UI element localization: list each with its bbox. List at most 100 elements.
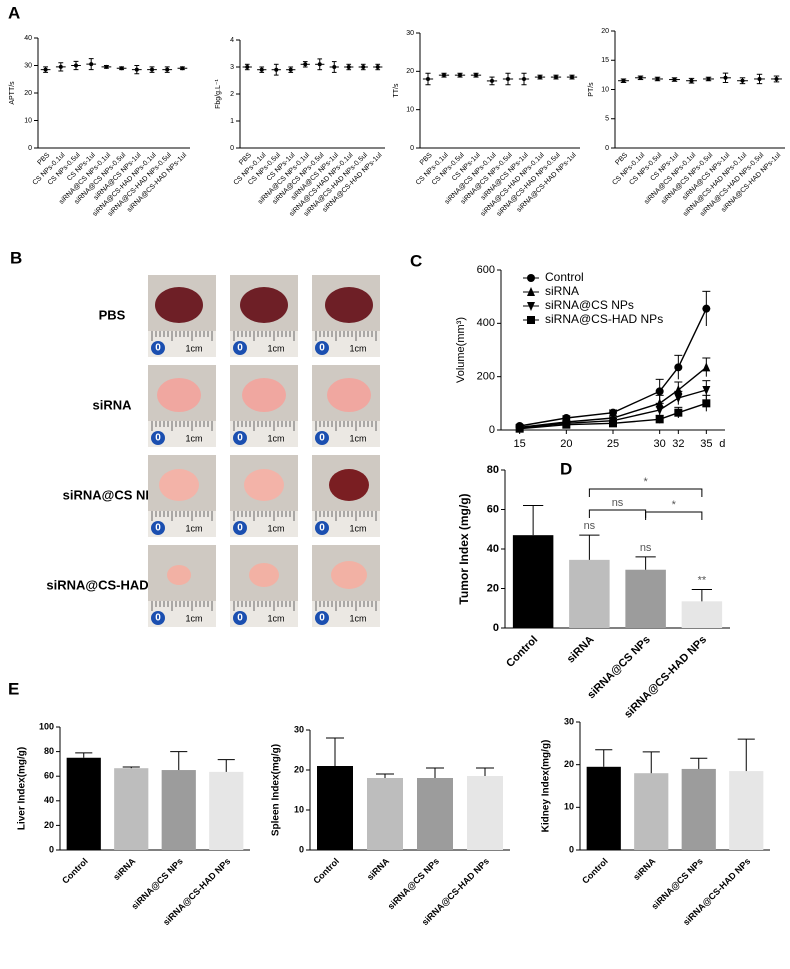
ruler-badge bbox=[233, 611, 247, 625]
legend-label: siRNA bbox=[545, 284, 579, 298]
x-tick-label: Control bbox=[60, 856, 90, 886]
ruler-badge bbox=[233, 341, 247, 355]
legend-label: siRNA@CS-HAD NPs bbox=[545, 312, 663, 326]
legend-label: Control bbox=[545, 270, 584, 284]
ruler-unit: 1cm bbox=[185, 433, 202, 443]
ruler-zero: 0 bbox=[237, 343, 243, 354]
significance-label: * bbox=[643, 476, 648, 488]
y-tick-label: 20 bbox=[564, 759, 574, 769]
marker bbox=[674, 408, 683, 417]
ruler-unit: 1cm bbox=[185, 613, 202, 623]
y-tick-label: 20 bbox=[294, 764, 304, 774]
ruler-zero: 0 bbox=[319, 343, 325, 354]
ruler-unit: 1cm bbox=[267, 433, 284, 443]
legend-marker bbox=[527, 287, 535, 296]
ruler-zero: 0 bbox=[319, 613, 325, 624]
x-tick-label: Control bbox=[311, 856, 341, 886]
y-tick-label: 100 bbox=[39, 721, 54, 731]
x-tick-label: 35 bbox=[700, 438, 712, 450]
tumor bbox=[244, 469, 284, 501]
panel-label: D bbox=[560, 459, 572, 478]
y-tick-label: 4 bbox=[230, 37, 234, 44]
y-axis-title: Liver Index(mg/g) bbox=[17, 747, 28, 830]
y-tick-label: 400 bbox=[477, 317, 495, 329]
ruler-unit: 1cm bbox=[267, 613, 284, 623]
bar bbox=[681, 768, 716, 850]
x-tick-label: siRNA bbox=[111, 856, 138, 883]
tumor bbox=[329, 469, 369, 501]
y-tick-label: 0 bbox=[49, 844, 54, 854]
tumor bbox=[159, 469, 199, 501]
panel-label: C bbox=[410, 251, 422, 270]
marker bbox=[515, 424, 524, 433]
marker bbox=[674, 394, 683, 403]
ruler-zero: 0 bbox=[155, 523, 161, 534]
x-tick-label: 32 bbox=[672, 438, 684, 450]
ruler-badge bbox=[151, 431, 165, 445]
bar bbox=[367, 778, 403, 850]
tumor bbox=[327, 378, 371, 412]
marker bbox=[609, 408, 617, 417]
ruler-badge bbox=[151, 341, 165, 355]
x-tick-label: Control bbox=[580, 856, 610, 886]
ruler-zero: 0 bbox=[319, 433, 325, 444]
y-tick-label: 60 bbox=[44, 771, 54, 781]
y-axis-title: TT/s bbox=[393, 83, 400, 97]
significance-label: ns bbox=[640, 542, 652, 554]
y-tick-label: 80 bbox=[487, 464, 499, 476]
y-tick-label: 40 bbox=[44, 795, 54, 805]
y-tick-label: 10 bbox=[601, 86, 609, 93]
ruler-badge bbox=[315, 521, 329, 535]
legend-marker bbox=[527, 302, 535, 311]
y-tick-label: 0 bbox=[410, 145, 414, 152]
ruler-zero: 0 bbox=[237, 613, 243, 624]
ruler-badge bbox=[315, 341, 329, 355]
bar bbox=[625, 569, 666, 628]
y-tick-label: 20 bbox=[24, 90, 32, 97]
ruler-unit: 1cm bbox=[349, 433, 366, 443]
bar bbox=[114, 768, 149, 850]
bar bbox=[512, 535, 554, 628]
row-label: PBS bbox=[99, 307, 126, 322]
ruler-zero: 0 bbox=[155, 613, 161, 624]
x-tick-label: siRNA bbox=[365, 856, 392, 883]
y-tick-label: 3 bbox=[230, 64, 234, 71]
y-axis-title: Volume(mm³) bbox=[455, 317, 467, 383]
x-tick-label: siRNA@CS NPs bbox=[649, 856, 704, 911]
ruler-unit: 1cm bbox=[185, 343, 202, 353]
y-tick-label: 30 bbox=[24, 62, 32, 69]
ruler-zero: 0 bbox=[319, 523, 325, 534]
significance-bracket bbox=[588, 488, 703, 497]
bar bbox=[634, 773, 669, 850]
y-tick-label: 1 bbox=[230, 118, 234, 125]
ruler-unit: 1cm bbox=[349, 523, 366, 533]
tumor bbox=[155, 287, 203, 323]
ruler-badge bbox=[151, 521, 165, 535]
y-tick-label: 40 bbox=[24, 35, 32, 42]
ruler-badge bbox=[233, 521, 247, 535]
y-axis-title: Tumor Index (mg/g) bbox=[457, 493, 471, 604]
bar bbox=[467, 776, 503, 850]
x-tick-label: siRNA bbox=[565, 634, 597, 666]
y-axis-title: Spleen Index(mg/g) bbox=[271, 744, 282, 836]
marker bbox=[655, 387, 664, 396]
x-tick-label: siRNA bbox=[631, 856, 658, 883]
bar bbox=[586, 766, 621, 850]
x-tick-label: PBS bbox=[614, 152, 629, 167]
x-tick-label: 25 bbox=[607, 438, 619, 450]
tumor bbox=[240, 287, 288, 323]
series-line bbox=[519, 402, 707, 430]
panel-label: B bbox=[10, 248, 22, 267]
tumor bbox=[167, 565, 191, 585]
y-tick-label: 30 bbox=[406, 30, 414, 37]
ruler-unit: 1cm bbox=[349, 343, 366, 353]
y-tick-label: 20 bbox=[406, 68, 414, 75]
x-tick-label: 20 bbox=[560, 438, 572, 450]
x-tick-label: siRNA@CS NPs bbox=[386, 856, 441, 911]
ruler-zero: 0 bbox=[155, 433, 161, 444]
legend-marker bbox=[527, 316, 535, 324]
bar bbox=[209, 771, 244, 850]
ruler-unit: 1cm bbox=[185, 523, 202, 533]
panel-label: A bbox=[8, 3, 20, 22]
